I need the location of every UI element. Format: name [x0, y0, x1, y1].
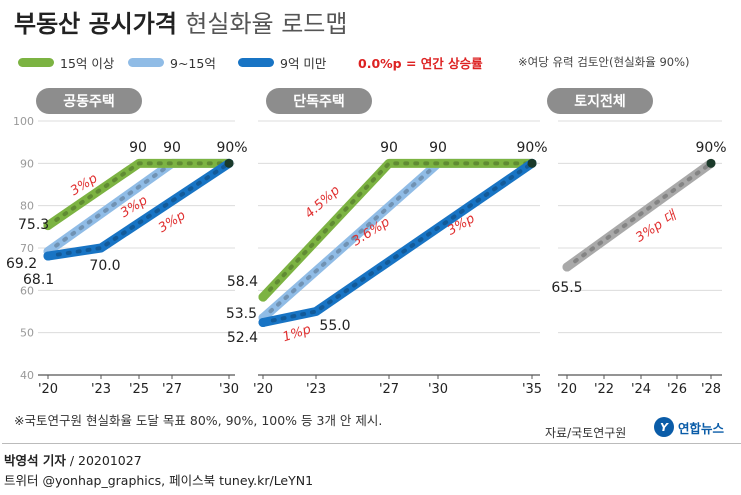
- value-label: 52.4: [227, 330, 258, 346]
- legend-item-under-9: 9억 미만: [238, 52, 326, 72]
- x-tick-label: '24: [631, 382, 651, 397]
- logo-mark: Y: [654, 417, 674, 437]
- x-tick-label: '25: [129, 382, 149, 397]
- value-label: 69.2: [6, 256, 37, 272]
- series-dots: [46, 161, 231, 259]
- x-tick-label: '26: [667, 382, 687, 397]
- value-label: 90: [429, 140, 447, 156]
- series-start-point: [258, 318, 268, 328]
- series-start-point: [562, 262, 572, 272]
- panel-title: 공동주택: [63, 93, 115, 110]
- target-note: ※여당 유력 검토안(현실화율 90%): [518, 55, 690, 69]
- footnote: ※국토연구원 현실화율 도달 목표 80%, 90%, 100% 등 3개 안 …: [14, 413, 383, 428]
- x-tick-label: '27: [379, 382, 399, 397]
- x-tick-label: '35: [522, 382, 542, 397]
- legend-swatch-green: [18, 57, 54, 67]
- credit-divider: [2, 443, 741, 444]
- legend-item-9-15: 9~15억: [128, 52, 216, 72]
- panel-title: 단독주택: [293, 93, 345, 110]
- series-line-blue: [258, 158, 537, 328]
- value-label: 90%: [695, 140, 726, 156]
- page-title: 부동산 공시가격 현실화율 로드맵: [14, 4, 347, 39]
- panel-title-pill: [547, 88, 653, 114]
- legend-item-15-plus: 15억 이상: [18, 52, 114, 72]
- x-tick-label: '28: [701, 382, 721, 397]
- yonhap-logo: Y 연합뉴스: [654, 417, 724, 437]
- value-label: 90%: [516, 140, 547, 156]
- x-tick-label: '27: [162, 382, 182, 397]
- title-main: 부동산 공시가격: [14, 10, 177, 38]
- value-label: 68.1: [23, 272, 54, 288]
- legend-label: 15억 이상: [60, 55, 115, 71]
- y-tick-label: 70: [20, 242, 34, 255]
- series-dots: [46, 161, 231, 228]
- x-tick-label: '20: [38, 382, 58, 397]
- credit-line: 박영석 기자 / 20201027: [4, 450, 142, 469]
- series-start-point: [43, 251, 53, 261]
- y-tick-label: 60: [20, 284, 34, 297]
- legend-swatch-lightblue: [128, 57, 164, 67]
- value-label: 90: [163, 140, 181, 156]
- x-tick-label: '23: [306, 382, 326, 397]
- credit-date: / 20201027: [69, 453, 142, 468]
- x-tick-label: '30: [219, 382, 239, 397]
- value-label: 65.5: [551, 280, 582, 296]
- series-dots: [261, 161, 534, 325]
- logo-text: 연합뉴스: [678, 420, 725, 436]
- value-label: 58.4: [227, 274, 258, 290]
- y-tick-label: 50: [20, 327, 34, 340]
- legend-label: 9~15억: [170, 55, 216, 71]
- value-label: 53.5: [226, 306, 257, 322]
- series-line-green: [258, 158, 537, 302]
- series-dots: [565, 161, 713, 270]
- value-label: 90: [380, 140, 398, 156]
- x-tick-label: '20: [253, 382, 273, 397]
- series-line-gray: [562, 158, 716, 272]
- x-tick-label: '30: [428, 382, 448, 397]
- legend-label: 9억 미만: [280, 55, 327, 71]
- series-end-point: [706, 158, 716, 168]
- x-tick-label: '22: [594, 382, 614, 397]
- panel-title: 토지전체: [574, 93, 626, 110]
- source: 자료/국토연구원: [545, 426, 627, 440]
- series-end-point: [527, 158, 537, 168]
- series-start-point: [258, 292, 268, 302]
- social-line: 트위터 @yonhap_graphics, 페이스북 tuney.kr/LeYN…: [4, 473, 314, 488]
- series-line-blue: [43, 158, 234, 261]
- value-label: 90%: [216, 140, 247, 156]
- value-label: 90: [129, 140, 147, 156]
- reporter: 박영석 기자: [4, 453, 66, 468]
- series-dots: [261, 161, 534, 300]
- series-end-point: [224, 158, 234, 168]
- value-label: 75.3: [18, 217, 49, 233]
- rate-note: 0.0%p = 연간 상승률: [358, 56, 483, 71]
- value-label: 55.0: [319, 318, 350, 334]
- y-tick-label: 100: [13, 115, 34, 128]
- series-line-green: [43, 158, 234, 231]
- panel-title-pill: [36, 88, 142, 114]
- y-tick-label: 80: [20, 200, 34, 213]
- y-tick-label: 90: [20, 157, 34, 170]
- series-start-point: [43, 221, 53, 231]
- x-tick-label: '23: [91, 382, 111, 397]
- panel-title-pill: [266, 88, 372, 114]
- value-label: 70.0: [89, 258, 120, 274]
- x-tick-label: '20: [557, 382, 577, 397]
- title-subtitle: 현실화율 로드맵: [185, 10, 348, 38]
- legend-swatch-blue: [238, 57, 274, 67]
- y-tick-label: 40: [20, 369, 34, 382]
